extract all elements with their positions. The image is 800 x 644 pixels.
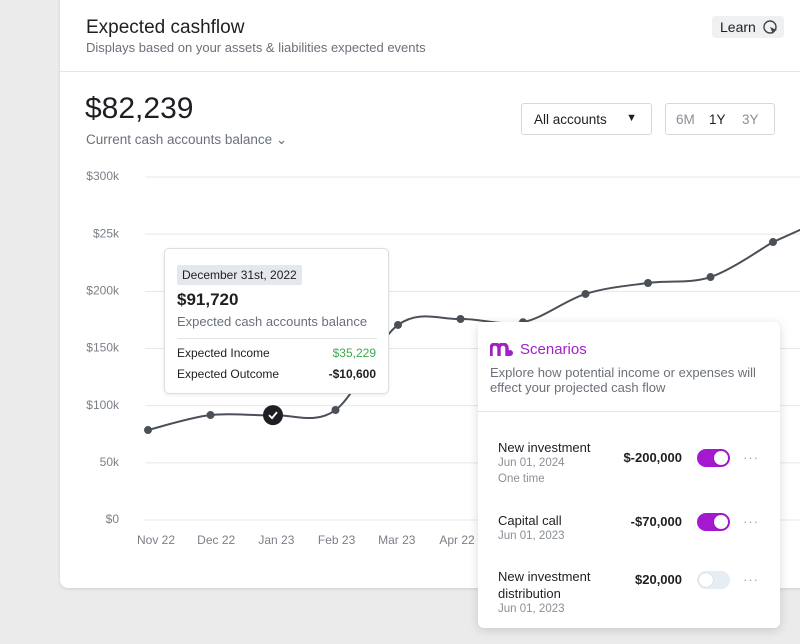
scenario-toggle[interactable] bbox=[697, 449, 730, 467]
x-tick-label: Mar 23 bbox=[378, 533, 416, 547]
income-value: $35,229 bbox=[332, 346, 376, 360]
scenario-amount: -$70,000 bbox=[630, 514, 682, 529]
selected-point bbox=[263, 405, 283, 426]
tooltip-date: December 31st, 2022 bbox=[177, 265, 302, 285]
x-tick-label: Dec 22 bbox=[197, 533, 235, 547]
learn-button[interactable]: Learn bbox=[712, 16, 784, 38]
x-tick-label: Feb 23 bbox=[318, 533, 356, 547]
data-point bbox=[331, 406, 340, 415]
tooltip-label: Expected cash accounts balance bbox=[177, 314, 368, 329]
range-option[interactable]: 3Y bbox=[742, 112, 759, 127]
data-point bbox=[769, 238, 777, 247]
y-tick-label: $300k bbox=[86, 169, 120, 183]
data-point bbox=[394, 320, 402, 329]
data-point bbox=[206, 411, 215, 420]
outcome-value: -$10,600 bbox=[328, 367, 376, 381]
scenario-amount: $-200,000 bbox=[623, 450, 682, 465]
income-label: Expected Income bbox=[177, 346, 270, 360]
x-tick-label: Nov 22 bbox=[137, 533, 175, 547]
data-point bbox=[644, 278, 652, 287]
scenarios-title: Scenarios bbox=[520, 341, 587, 358]
account-select[interactable]: All accounts ▼ bbox=[521, 103, 652, 135]
scenarios-description: Explore how potential income or expenses… bbox=[490, 365, 756, 395]
more-menu[interactable]: ··· bbox=[743, 514, 759, 529]
balance-amount: $82,239 bbox=[85, 92, 194, 125]
balance-label-text: Current cash accounts balance bbox=[86, 132, 273, 147]
more-menu[interactable]: ··· bbox=[743, 572, 759, 587]
scenario-note: One time bbox=[498, 473, 545, 485]
check-icon bbox=[268, 411, 278, 420]
y-tick-label: 50k bbox=[100, 455, 120, 469]
data-point bbox=[456, 315, 465, 324]
data-point bbox=[144, 426, 152, 435]
scenario-toggle[interactable] bbox=[697, 571, 730, 589]
scenario-name: New investment bbox=[498, 440, 591, 455]
balance-label[interactable]: Current cash accounts balance ⌄ bbox=[86, 132, 288, 147]
scenario-date: Jun 01, 2024 bbox=[498, 457, 565, 469]
divider bbox=[60, 71, 800, 72]
data-point bbox=[581, 289, 590, 298]
more-menu[interactable]: ··· bbox=[743, 450, 759, 465]
y-tick-label: $200k bbox=[86, 284, 120, 298]
learn-icon bbox=[763, 20, 777, 34]
account-select-text: All accounts bbox=[534, 112, 607, 127]
x-tick-label: Jan 23 bbox=[258, 533, 294, 547]
scenario-name: Capital call bbox=[498, 513, 562, 528]
range-option[interactable]: 6M bbox=[676, 112, 695, 127]
y-tick-label: $150k bbox=[86, 341, 120, 355]
outcome-label: Expected Outcome bbox=[177, 367, 280, 381]
toggle-knob bbox=[714, 451, 728, 465]
subtitle: Displays based on your assets & liabilit… bbox=[86, 40, 426, 55]
scenario-amount: $20,000 bbox=[635, 572, 682, 587]
scenarios-panel: Scenarios Explore how potential income o… bbox=[478, 322, 780, 628]
tooltip: December 31st, 2022 $91,720 Expected cas… bbox=[164, 248, 389, 394]
scenarios-icon bbox=[490, 343, 513, 356]
toggle-knob bbox=[699, 573, 713, 587]
scenario-date: Jun 01, 2023 bbox=[498, 530, 565, 542]
range-toggle: 6M 1Y 3Y bbox=[665, 103, 775, 135]
learn-label: Learn bbox=[720, 19, 756, 35]
y-tick-label: $0 bbox=[106, 512, 120, 526]
scenario-name: New investment distribution bbox=[498, 569, 591, 601]
data-point bbox=[706, 273, 715, 282]
tooltip-amount: $91,720 bbox=[177, 290, 239, 309]
scenario-date: Jun 01, 2023 bbox=[498, 603, 565, 615]
x-tick-label: Apr 22 bbox=[439, 533, 475, 547]
y-tick-label: $100k bbox=[86, 398, 120, 412]
toggle-knob bbox=[714, 515, 728, 529]
range-option[interactable]: 1Y bbox=[709, 112, 726, 127]
scenario-toggle[interactable] bbox=[697, 513, 730, 531]
y-tick-label: $25k bbox=[93, 226, 120, 240]
title: Expected cashflow bbox=[86, 17, 245, 38]
